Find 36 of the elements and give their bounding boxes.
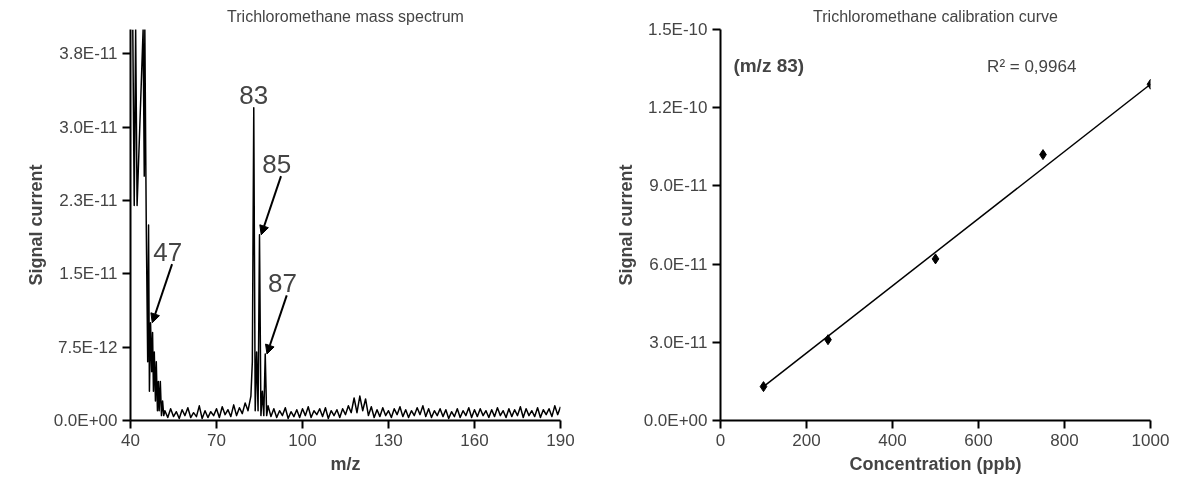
- y-tick-label: 3.0E-11: [59, 117, 118, 137]
- x-tick-label: 800: [1050, 430, 1079, 450]
- y-tick-label: 3.8E-11: [59, 44, 118, 64]
- x-tick-label: 190: [546, 430, 575, 450]
- y-tick-label: 1.5E-11: [59, 264, 118, 284]
- y-tick-label: 2.3E-11: [59, 191, 118, 211]
- y-axis-title: Signal current: [25, 164, 46, 286]
- y-tick-label: 0.0E+00: [643, 411, 708, 430]
- y-tick-label: 0.0E+00: [53, 411, 118, 430]
- x-tick-label: 130: [374, 430, 403, 450]
- x-axis-title: Concentration (ppb): [849, 453, 1022, 474]
- x-tick-label: 0: [715, 430, 726, 450]
- y-tick-label: 7.5E-12: [57, 337, 118, 357]
- chart-title: Trichloromethane calibration curve: [813, 7, 1059, 25]
- annotation: R² = 0,9964: [987, 57, 1077, 77]
- chart-title: Trichloromethane mass spectrum: [227, 7, 464, 25]
- x-tick-label: 1000: [1131, 430, 1170, 450]
- y-tick-label: 1.5E-10: [647, 20, 708, 39]
- y-tick-label: 3.0E-11: [649, 332, 708, 352]
- annotation: 87: [267, 268, 297, 299]
- y-tick-label: 1.2E-10: [647, 98, 708, 118]
- annotation: 47: [153, 237, 183, 268]
- annotation: (m/z 83): [733, 55, 805, 77]
- y-tick-label: 6.0E-11: [649, 254, 708, 274]
- x-tick-label: 40: [121, 430, 140, 450]
- x-tick-label: 200: [792, 430, 821, 450]
- x-axis-title: m/z: [330, 453, 361, 474]
- x-tick-label: 600: [964, 430, 993, 450]
- annotation: 85: [262, 149, 292, 180]
- x-tick-label: 100: [288, 430, 317, 450]
- x-tick-label: 160: [460, 430, 489, 450]
- annotation: 83: [239, 79, 269, 110]
- x-tick-label: 70: [207, 430, 226, 450]
- y-axis-title: Signal current: [615, 164, 636, 286]
- x-tick-label: 400: [878, 430, 907, 450]
- y-tick-label: 9.0E-11: [649, 176, 708, 196]
